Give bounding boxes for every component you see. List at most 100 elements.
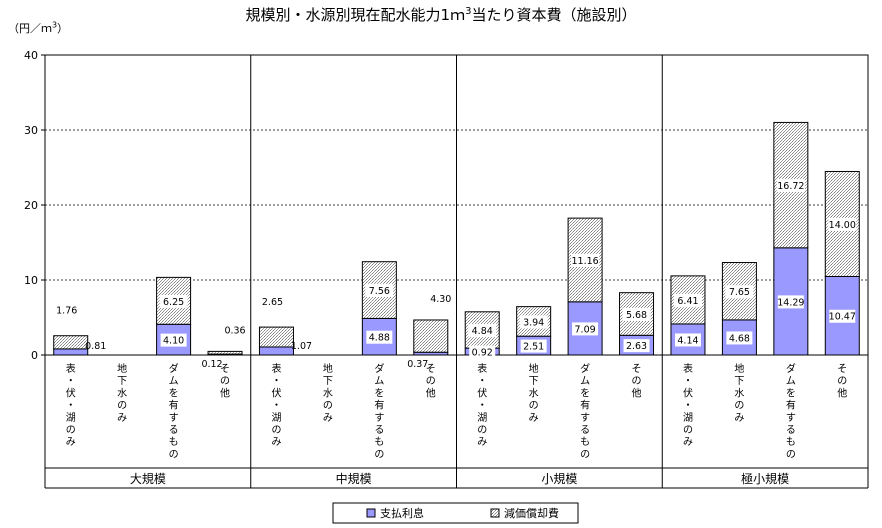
category-label-char: す	[786, 412, 796, 424]
group-label: 中規模	[336, 471, 372, 486]
category-label-char: ・	[66, 401, 76, 412]
data-label-interest: 0.92	[472, 348, 493, 359]
bars-layer	[53, 121, 860, 356]
category-label-char: 下	[529, 376, 539, 387]
category-label-char: の	[683, 425, 693, 436]
category-label-char: 伏	[683, 386, 693, 399]
category-label-char: 湖	[66, 412, 76, 424]
data-label-bg	[673, 293, 702, 307]
category-label-char: 有	[169, 399, 179, 412]
category-label-char: の	[271, 425, 281, 436]
data-label-depreciation: 3.94	[523, 317, 544, 328]
category-label-char: す	[580, 412, 590, 424]
category-label-char: み	[117, 413, 127, 424]
data-label-interest: 4.88	[369, 333, 390, 344]
category-label-char: 伏	[477, 386, 487, 399]
data-label-interest: 1.07	[291, 341, 312, 352]
category-label-char: 下	[323, 376, 333, 387]
data-label-depreciation: 6.41	[677, 296, 698, 307]
category-label-char: す	[374, 412, 384, 424]
y-axis-unit-main: （円／ｍ	[8, 22, 52, 35]
category-label: 表・伏・湖のみ	[66, 362, 76, 448]
data-label-interest: 2.63	[626, 341, 647, 352]
category-label-char: の	[580, 449, 590, 460]
category-label-char: る	[169, 424, 179, 436]
category-label-char: 下	[117, 376, 127, 387]
data-label-bg	[829, 309, 856, 323]
category-label-char: を	[374, 387, 384, 399]
category-label: 表・伏・湖のみ	[477, 362, 487, 448]
chart-title-superscript: 3	[465, 6, 472, 17]
bar-depreciation	[53, 335, 89, 350]
data-label-depreciation: 16.72	[777, 181, 804, 192]
category-label-char: 表	[66, 362, 76, 375]
data-label-depreciation: 7.65	[729, 287, 750, 298]
category-label-char: ム	[786, 375, 796, 387]
category-label-char: 湖	[477, 412, 487, 424]
category-label-char: ・	[477, 401, 487, 412]
data-label-depreciation: 11.16	[571, 256, 598, 267]
category-label-char: み	[323, 413, 333, 424]
category-label-char: 有	[580, 399, 590, 412]
legend-swatch-depreciation	[490, 508, 500, 518]
category-label-char: ダ	[169, 362, 179, 375]
category-label-char: も	[374, 436, 384, 448]
legend-label-depreciation: 減価償却費	[504, 506, 559, 520]
category-label-char: す	[169, 412, 179, 424]
category-label-char: ム	[580, 375, 590, 387]
data-label-depreciation: 6.25	[163, 297, 184, 308]
category-label-char: を	[580, 387, 590, 399]
category-label-char: 表	[477, 362, 487, 375]
bar-interest	[53, 348, 89, 356]
axis-layer: 010203040表・伏・湖のみ地下水のみダムを有するものその他大規模表・伏・湖…	[24, 49, 869, 489]
category-label-char: ・	[683, 401, 693, 412]
category-label-char: 表	[683, 362, 693, 375]
y-tick-label: 0	[31, 349, 38, 362]
category-label-char: ・	[477, 376, 487, 387]
category-label-char: も	[786, 436, 796, 448]
bar-depreciation	[207, 350, 243, 355]
data-label-bg	[776, 179, 805, 193]
category-label-char: の	[220, 376, 230, 387]
category-label-char: も	[580, 436, 590, 448]
category-label-char: の	[632, 376, 642, 387]
data-label-interest: 4.14	[677, 335, 698, 346]
category-label-char: み	[66, 437, 76, 448]
data-label-bg	[572, 322, 599, 336]
y-tick-label: 40	[24, 49, 38, 62]
category-label: その他	[837, 363, 847, 399]
category-label-char: み	[529, 413, 539, 424]
category-label-char: る	[374, 424, 384, 436]
category-label-char: 湖	[271, 412, 281, 424]
y-axis-unit-close: ）	[57, 22, 69, 35]
category-label-char: 水	[734, 387, 744, 399]
chart-title: 規模別・水源別現在配水能力1ｍ3当たり資本費（施設別）	[0, 4, 882, 25]
category-label-char: 地	[734, 362, 744, 375]
category-label-char: 他	[426, 386, 436, 399]
data-label-bg	[674, 333, 701, 347]
data-label-bg	[725, 285, 754, 299]
y-axis-unit-superscript: 3	[52, 20, 58, 30]
category-label-char: 地	[529, 362, 539, 375]
category-label-char: の	[477, 425, 487, 436]
category-label-char: ・	[683, 376, 693, 387]
labels-layer: 0.81 1.76 4.10 6.25 0.12 0.36 1.07 2.65 4.88 7.56…	[56, 179, 857, 370]
category-label-char: る	[580, 424, 590, 436]
group-label: 極小規模	[741, 471, 789, 486]
data-label-interest: 4.10	[163, 336, 184, 347]
data-label-bg	[366, 330, 393, 344]
category-label: その他	[426, 363, 436, 399]
data-label-bg	[520, 339, 547, 353]
group-label: 大規模	[130, 471, 166, 486]
category-label-char: の	[66, 425, 76, 436]
data-label-interest: 2.51	[523, 342, 544, 353]
category-label-char: の	[529, 401, 539, 412]
category-label-char: み	[271, 437, 281, 448]
category-label-char: を	[786, 387, 796, 399]
data-label-depreciation: 2.65	[262, 297, 283, 308]
y-axis-unit: （円／ｍ3）	[8, 20, 68, 36]
y-tick-label: 10	[24, 274, 38, 287]
